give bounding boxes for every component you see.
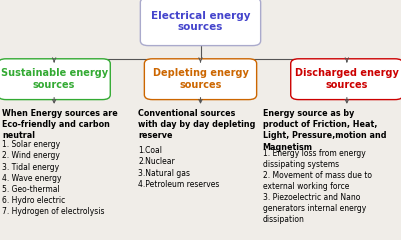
Text: Electrical energy
sources: Electrical energy sources bbox=[151, 11, 250, 32]
Text: Energy source as by
product of Friction, Heat,
Light, Pressure,motion and
Magnet: Energy source as by product of Friction,… bbox=[263, 109, 386, 151]
FancyBboxPatch shape bbox=[144, 59, 257, 100]
Text: Discharged energy
sources: Discharged energy sources bbox=[295, 68, 399, 90]
Text: Depleting energy
sources: Depleting energy sources bbox=[152, 68, 249, 90]
Text: Conventional sources
with day by day depleting
reserve: Conventional sources with day by day dep… bbox=[138, 109, 256, 140]
FancyBboxPatch shape bbox=[140, 0, 261, 46]
FancyBboxPatch shape bbox=[291, 59, 401, 100]
FancyBboxPatch shape bbox=[0, 59, 110, 100]
Text: 1.Coal
2.Nuclear
3.Natural gas
4.Petroleum reserves: 1.Coal 2.Nuclear 3.Natural gas 4.Petrole… bbox=[138, 146, 220, 189]
Text: When Energy sources are
Eco-friendly and carbon
neutral: When Energy sources are Eco-friendly and… bbox=[2, 109, 118, 140]
Text: 1. Solar energy
2. Wind energy
3. Tidal energy
4. Wave energy
5. Geo-thermal
6. : 1. Solar energy 2. Wind energy 3. Tidal … bbox=[2, 140, 105, 216]
Text: 1. Energy loss from energy
dissipating systems
2. Movement of mass due to
extern: 1. Energy loss from energy dissipating s… bbox=[263, 149, 372, 224]
Text: Sustainable energy
sources: Sustainable energy sources bbox=[0, 68, 108, 90]
